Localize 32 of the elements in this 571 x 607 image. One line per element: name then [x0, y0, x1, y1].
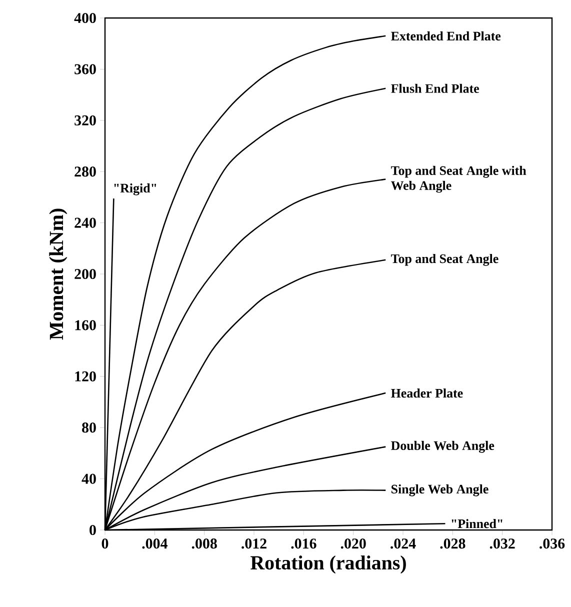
- y-tick-label: 120: [75, 371, 96, 382]
- y-tick-label: 240: [74, 218, 96, 228]
- y-tick-label: 200: [74, 268, 96, 280]
- x-tick-label: .024: [390, 538, 416, 549]
- y-tick-label: 360: [74, 64, 96, 74]
- x-tick-label: .028: [440, 538, 466, 549]
- series-label: Flush End Plate: [391, 84, 479, 93]
- x-tick-label: .004: [142, 538, 168, 549]
- series-label: Header Plate: [391, 388, 463, 398]
- x-tick-label: 0: [102, 538, 108, 549]
- y-tick-label: 80: [82, 422, 96, 433]
- y-tick-label: 0: [90, 524, 96, 536]
- series-label: Top and Seat Angle with Web Angle: [391, 166, 526, 193]
- x-tick-label: .036: [540, 538, 565, 549]
- x-axis-title: Rotation (radians): [250, 556, 406, 574]
- y-tick-label: 400: [74, 12, 96, 24]
- series-label: Double Web Angle: [391, 440, 494, 453]
- y-tick-label: 280: [74, 166, 96, 177]
- x-tick-label: .032: [490, 538, 515, 549]
- series-label: Single Web Angle: [392, 484, 488, 496]
- series-label: "Rigid": [114, 183, 156, 196]
- y-tick-label: 320: [74, 115, 96, 126]
- series-label: Top and Seat Angle: [391, 254, 498, 266]
- x-tick-label: .008: [192, 538, 217, 549]
- x-tick-label: .020: [340, 538, 366, 549]
- x-tick-label: .016: [291, 538, 316, 549]
- series-label: "Pinned": [452, 519, 502, 528]
- series-label: Extended End Plate: [391, 31, 501, 40]
- y-tick-label: 160: [75, 320, 96, 330]
- x-tick-label: .012: [242, 538, 266, 549]
- y-tick-label: 40: [82, 474, 96, 484]
- y-axis-title: Moment (kNm): [49, 208, 68, 340]
